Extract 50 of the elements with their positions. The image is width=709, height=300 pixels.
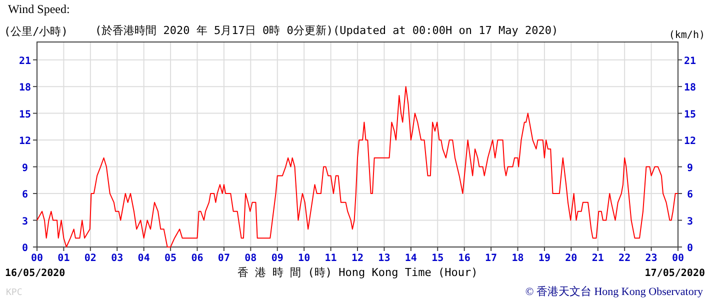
y2-tick-label: 3 [686, 216, 694, 228]
x-tick-label: 11 [324, 253, 337, 264]
x-tick-label: 00 [672, 253, 684, 264]
y-tick-label: 3 [22, 216, 28, 228]
x-tick-label: 09 [271, 253, 284, 264]
x-tick-label: 17 [485, 253, 498, 264]
y-tick-label: 9 [22, 162, 28, 174]
x-tick-label: 18 [512, 253, 524, 264]
y-axis-title: (公里/小時) [4, 25, 68, 38]
x-tick-label: 04 [138, 253, 150, 264]
y2-tick-label: 9 [686, 162, 694, 174]
x-tick-label: 14 [404, 253, 417, 264]
y2-tick-label: 15 [684, 109, 696, 120]
x-tick-label: 03 [111, 253, 124, 264]
y-tick-label: 0 [22, 243, 28, 254]
line-series [36, 86, 678, 248]
text: © 香港天文台 Hong Kong Observatory [525, 285, 704, 298]
y-tick-label: 6 [22, 190, 28, 201]
text: 16/05/2020 [5, 268, 66, 279]
y2-tick-label: 21 [684, 56, 696, 67]
y2-axis-title: (km/h) [668, 30, 705, 41]
x-tick-label: 23 [645, 253, 658, 264]
y-tick-label: 18 [18, 82, 32, 94]
x-tick-label: 21 [592, 253, 604, 264]
x-tick-label: 22 [618, 253, 631, 264]
x-tick-label: 08 [244, 253, 257, 264]
x-tick-label: 15 [432, 253, 444, 264]
x-tick-label: 12 [351, 253, 364, 264]
x-tick-label: 00 [30, 253, 44, 264]
x-tick-label: 02 [84, 253, 96, 264]
chart-subtitle: (於香港時間 2020 年 5月17日 0時 0分更新)(Updated at 00:00H on 17 May 2020) [95, 24, 558, 37]
x-tick-label: 05 [164, 253, 177, 264]
x-tick-label: 16 [458, 253, 470, 264]
y-tick-label: 21 [18, 56, 32, 67]
x-tick-label: 07 [218, 253, 230, 264]
y2-tick-label: 6 [686, 190, 694, 201]
x-tick-label: 01 [58, 253, 70, 264]
x-tick-label: 13 [378, 253, 390, 264]
x-tick-label: 10 [298, 253, 310, 264]
x-tick-label: 06 [191, 253, 204, 264]
y2-tick-label: 18 [684, 82, 696, 94]
x-tick-label: 20 [565, 253, 578, 264]
y-tick-label: 12 [18, 136, 32, 148]
y2-tick-label: 0 [686, 243, 694, 254]
x-tick-label: 19 [538, 253, 550, 264]
text: 17/05/2020 [644, 268, 705, 279]
chart-title: Wind Speed: [8, 2, 70, 16]
y2-tick-label: 12 [684, 136, 696, 148]
y-tick-label: 15 [18, 109, 32, 120]
x-axis-title: 香 港 時 間 (時) Hong Kong Time (Hour) [237, 266, 478, 279]
